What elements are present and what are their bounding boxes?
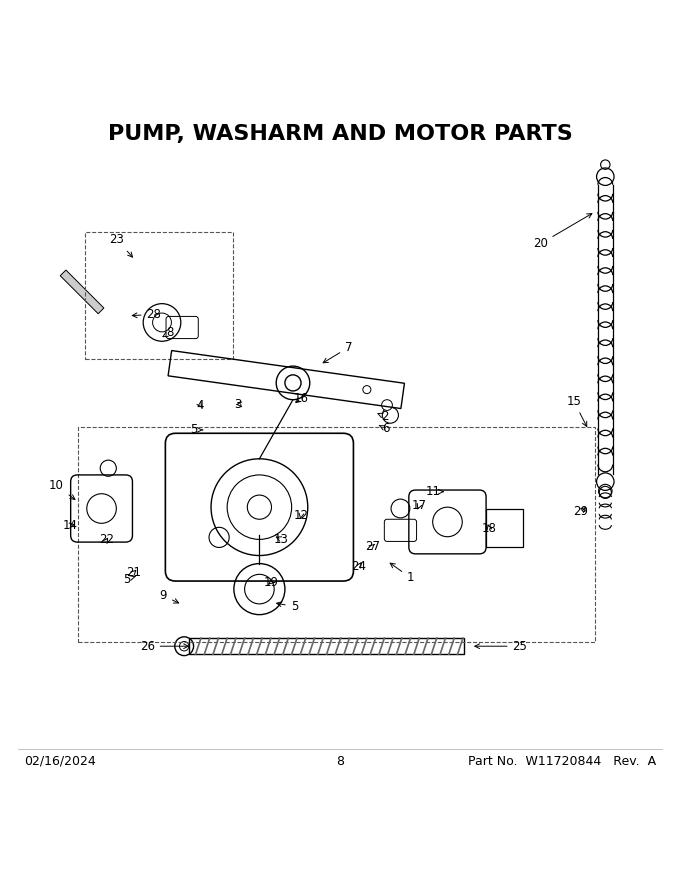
Text: 17: 17 bbox=[412, 499, 427, 511]
Text: 8: 8 bbox=[336, 754, 344, 767]
Text: 1: 1 bbox=[390, 563, 414, 584]
Text: 18: 18 bbox=[481, 522, 496, 535]
Circle shape bbox=[285, 375, 301, 391]
Text: 13: 13 bbox=[274, 533, 289, 546]
Text: 23: 23 bbox=[109, 233, 133, 257]
Circle shape bbox=[381, 400, 392, 410]
Text: 24: 24 bbox=[352, 560, 367, 573]
Text: 2: 2 bbox=[378, 410, 389, 423]
Text: 10: 10 bbox=[49, 480, 75, 500]
Text: Part No.  W11720844   Rev.  A: Part No. W11720844 Rev. A bbox=[468, 754, 656, 767]
Text: 20: 20 bbox=[532, 214, 592, 251]
Text: 12: 12 bbox=[294, 509, 309, 522]
Text: 21: 21 bbox=[126, 567, 141, 580]
Text: 9: 9 bbox=[160, 590, 179, 603]
Text: 27: 27 bbox=[364, 539, 379, 553]
Text: 22: 22 bbox=[99, 533, 114, 546]
Bar bbox=[61, 270, 104, 314]
Text: 28: 28 bbox=[133, 308, 161, 321]
Text: 29: 29 bbox=[573, 505, 588, 518]
Text: 7: 7 bbox=[323, 341, 352, 363]
Text: 8: 8 bbox=[163, 326, 174, 339]
Bar bbox=[486, 509, 523, 547]
Text: 6: 6 bbox=[379, 422, 390, 435]
Text: 3: 3 bbox=[234, 398, 241, 411]
Text: 5: 5 bbox=[277, 600, 298, 613]
Text: 4: 4 bbox=[197, 399, 204, 412]
Circle shape bbox=[382, 407, 398, 423]
Text: 11: 11 bbox=[425, 485, 443, 498]
Text: 02/16/2024: 02/16/2024 bbox=[24, 754, 96, 767]
Circle shape bbox=[180, 642, 189, 651]
Text: 25: 25 bbox=[475, 640, 528, 653]
Text: 14: 14 bbox=[63, 519, 78, 532]
Text: 26: 26 bbox=[139, 640, 188, 653]
Text: 16: 16 bbox=[294, 392, 309, 405]
Bar bbox=[189, 638, 464, 654]
Circle shape bbox=[248, 495, 271, 519]
Text: 5: 5 bbox=[190, 423, 203, 436]
Text: PUMP, WASHARM AND MOTOR PARTS: PUMP, WASHARM AND MOTOR PARTS bbox=[107, 124, 573, 144]
Text: 5: 5 bbox=[122, 573, 135, 585]
Text: 19: 19 bbox=[263, 576, 278, 589]
Text: 15: 15 bbox=[566, 394, 587, 427]
